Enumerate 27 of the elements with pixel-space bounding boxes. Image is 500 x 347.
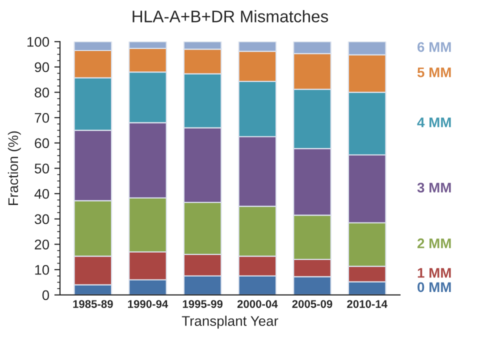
text: 0 MM <box>418 282 451 292</box>
y-tick-label: 60 <box>34 138 50 148</box>
y-tick-label: 100 <box>27 36 50 47</box>
y-tick-label: 20 <box>34 240 50 250</box>
x-tick-label: 1990-94 <box>128 300 168 308</box>
text: 3 MM <box>417 182 451 193</box>
y-tick-label: 30 <box>34 214 50 224</box>
chart-title: HLA-A+B+DR Mismatches <box>132 10 328 22</box>
y-axis-title: Fraction (%) <box>8 131 21 205</box>
text: 4 MM <box>417 118 451 128</box>
text: 2 MM <box>417 238 451 248</box>
x-tick-label: 2000-04 <box>237 300 278 308</box>
text: 5 MM <box>417 68 451 78</box>
x-tick-label: 1985-89 <box>73 300 113 308</box>
text: 6 MM <box>418 42 451 52</box>
y-tick-label: 10 <box>35 264 50 275</box>
y-tick-label: 40 <box>34 188 50 199</box>
y-tick-label: 90 <box>34 62 50 72</box>
y-tick-label: 80 <box>34 88 50 98</box>
x-axis-title: Transplant Year <box>182 316 278 329</box>
y-tick-label: 50 <box>34 164 50 174</box>
y-tick-label: 0 <box>42 290 50 300</box>
text: 1 MM <box>418 268 451 278</box>
y-tick-label: 70 <box>34 112 50 123</box>
x-tick-label: 1995-99 <box>182 300 223 308</box>
x-tick-label: 2010-14 <box>347 300 388 308</box>
x-tick-label: 2005-09 <box>292 300 332 308</box>
